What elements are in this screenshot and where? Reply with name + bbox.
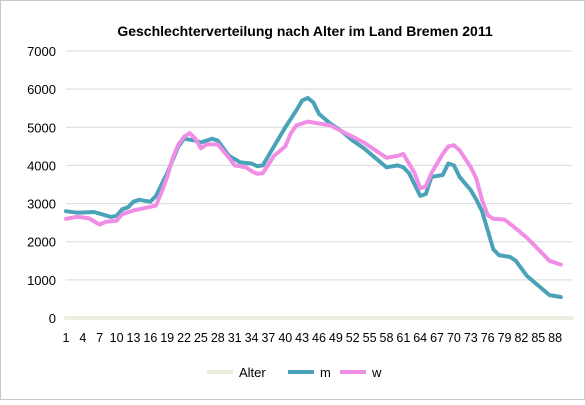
series-line-m bbox=[64, 95, 563, 299]
x-tick-label: 58 bbox=[380, 331, 394, 345]
x-tick-label: 10 bbox=[110, 331, 124, 345]
x-tick-label: 55 bbox=[363, 331, 377, 345]
chart-title: Geschlechterverteilung nach Alter im Lan… bbox=[117, 23, 493, 39]
x-tick-label: 22 bbox=[177, 331, 191, 345]
y-tick-label: 2000 bbox=[27, 235, 56, 250]
x-tick-label: 4 bbox=[79, 331, 86, 345]
x-tick-label: 88 bbox=[548, 331, 562, 345]
legend-label-m: m bbox=[320, 365, 331, 380]
x-tick-label: 79 bbox=[498, 331, 512, 345]
x-tick-label: 49 bbox=[329, 331, 343, 345]
x-tick-label: 46 bbox=[312, 331, 326, 345]
y-tick-label: 6000 bbox=[27, 82, 56, 97]
x-tick-label: 7 bbox=[96, 331, 103, 345]
x-tick-label: 43 bbox=[295, 331, 309, 345]
series-line-w bbox=[64, 119, 563, 267]
x-tick-label: 25 bbox=[194, 331, 208, 345]
series-lines bbox=[64, 95, 574, 320]
y-tick-label: 4000 bbox=[27, 158, 56, 173]
x-axis-ticks: 1 4 7 10 13 16 19 22 25 28 31 34 37 40 43 46 49 52 55 58 61 6… bbox=[63, 331, 563, 345]
x-tick-label: 67 bbox=[430, 331, 444, 345]
y-tick-label: 7000 bbox=[27, 44, 56, 59]
x-tick-label: 1 bbox=[63, 331, 70, 345]
y-tick-label: 5000 bbox=[27, 120, 56, 135]
x-tick-label: 52 bbox=[346, 331, 360, 345]
x-tick-label: 16 bbox=[143, 331, 157, 345]
y-tick-label: 3000 bbox=[27, 197, 56, 212]
x-tick-label: 61 bbox=[396, 331, 410, 345]
x-tick-label: 28 bbox=[211, 331, 225, 345]
x-tick-label: 40 bbox=[278, 331, 292, 345]
y-tick-label: 0 bbox=[49, 311, 56, 326]
x-tick-label: 31 bbox=[228, 331, 242, 345]
x-tick-label: 64 bbox=[413, 331, 427, 345]
x-tick-label: 85 bbox=[531, 331, 545, 345]
legend-label-alter: Alter bbox=[239, 365, 266, 380]
x-tick-label: 70 bbox=[447, 331, 461, 345]
x-tick-label: 37 bbox=[261, 331, 275, 345]
x-tick-label: 76 bbox=[481, 331, 495, 345]
legend-label-w: w bbox=[371, 365, 382, 380]
y-axis-ticks: 0 1000 2000 3000 4000 5000 6000 7000 bbox=[27, 44, 56, 326]
x-tick-label: 82 bbox=[514, 331, 528, 345]
x-tick-label: 19 bbox=[160, 331, 174, 345]
x-tick-label: 13 bbox=[127, 331, 141, 345]
y-tick-label: 1000 bbox=[27, 273, 56, 288]
x-tick-label: 73 bbox=[464, 331, 478, 345]
legend: Alter m w bbox=[207, 365, 382, 380]
x-tick-label: 34 bbox=[245, 331, 259, 345]
